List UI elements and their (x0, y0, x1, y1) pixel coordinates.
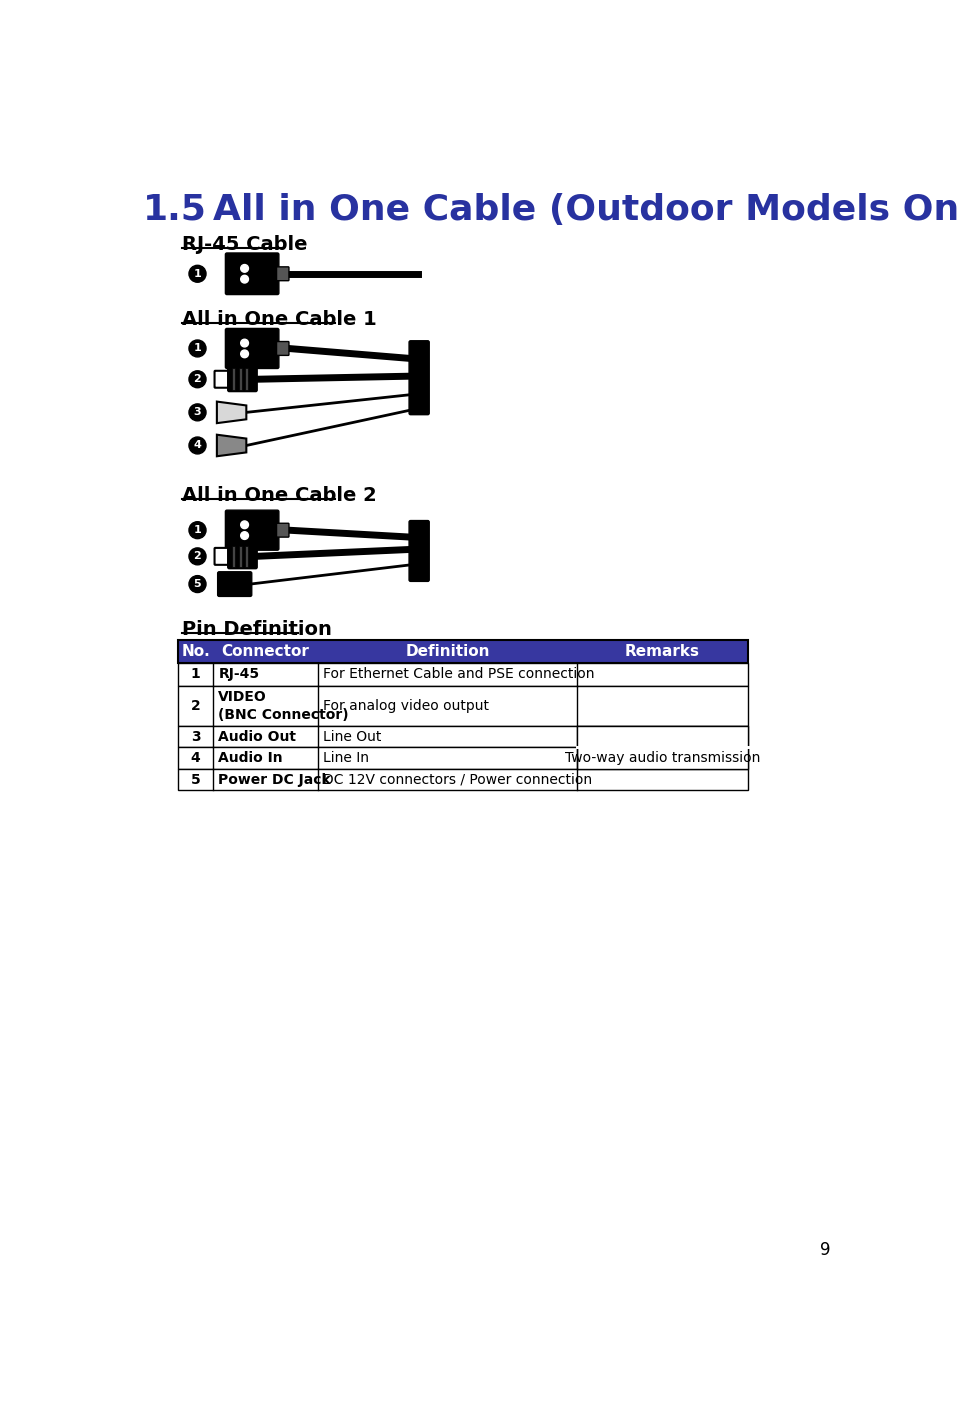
Text: No.: No. (181, 644, 210, 658)
Polygon shape (217, 401, 247, 423)
Text: RJ-45 Cable: RJ-45 Cable (182, 236, 307, 254)
FancyBboxPatch shape (228, 367, 257, 391)
Bar (179, 663, 748, 685)
Bar (179, 747, 748, 768)
Text: For analog video output: For analog video output (324, 698, 489, 713)
Text: Two-way audio transmission: Two-way audio transmission (564, 751, 760, 765)
Circle shape (189, 371, 206, 388)
FancyBboxPatch shape (276, 523, 289, 537)
FancyBboxPatch shape (276, 267, 289, 281)
Circle shape (189, 521, 206, 538)
Bar (179, 640, 748, 663)
Text: 4: 4 (194, 440, 202, 450)
FancyBboxPatch shape (409, 341, 429, 414)
Text: 9: 9 (820, 1241, 830, 1259)
Text: Pin Definition: Pin Definition (182, 620, 332, 640)
FancyBboxPatch shape (409, 521, 429, 581)
Bar (232, 368, 235, 390)
Text: All in One Cable 2: All in One Cable 2 (182, 486, 376, 504)
Text: 2: 2 (191, 698, 201, 713)
Bar (239, 368, 242, 390)
Text: RJ-45: RJ-45 (219, 667, 259, 681)
Text: 4: 4 (191, 751, 201, 765)
Text: 5: 5 (194, 580, 202, 590)
Circle shape (241, 340, 249, 347)
Polygon shape (217, 434, 247, 457)
Circle shape (241, 531, 249, 540)
Text: Audio Out: Audio Out (219, 730, 297, 744)
Text: 1: 1 (194, 268, 202, 278)
FancyBboxPatch shape (228, 544, 257, 568)
Bar (179, 725, 748, 747)
Text: Remarks: Remarks (625, 644, 700, 658)
Text: 2: 2 (194, 551, 202, 561)
FancyBboxPatch shape (214, 371, 230, 388)
Text: VIDEO
(BNC Connector): VIDEO (BNC Connector) (219, 690, 349, 723)
Text: Audio In: Audio In (219, 751, 283, 765)
Bar (245, 545, 248, 567)
Circle shape (189, 437, 206, 454)
Text: Power DC Jack: Power DC Jack (219, 773, 331, 787)
Text: 1.5: 1.5 (143, 193, 207, 227)
Circle shape (189, 340, 206, 357)
Circle shape (241, 521, 249, 528)
Circle shape (241, 264, 249, 273)
Text: All in One Cable (Outdoor Models Only): All in One Cable (Outdoor Models Only) (213, 193, 960, 227)
Text: 1: 1 (194, 526, 202, 536)
Bar (245, 368, 248, 390)
Circle shape (189, 548, 206, 565)
Bar (179, 768, 748, 791)
Bar (577, 725, 748, 768)
Circle shape (189, 404, 206, 421)
FancyBboxPatch shape (226, 328, 278, 368)
Text: 3: 3 (191, 730, 201, 744)
Circle shape (189, 575, 206, 593)
Circle shape (241, 350, 249, 357)
Text: 2: 2 (194, 374, 202, 384)
Text: Line Out: Line Out (324, 730, 381, 744)
Text: 1: 1 (194, 344, 202, 354)
FancyBboxPatch shape (226, 253, 278, 294)
Text: 1: 1 (191, 667, 201, 681)
Bar (239, 545, 242, 567)
Text: Definition: Definition (405, 644, 490, 658)
Text: For Ethernet Cable and PSE connection: For Ethernet Cable and PSE connection (324, 667, 594, 681)
Text: Line In: Line In (324, 751, 369, 765)
Text: All in One Cable 1: All in One Cable 1 (182, 310, 376, 328)
Bar (179, 685, 748, 725)
FancyBboxPatch shape (218, 571, 252, 597)
Text: 3: 3 (194, 407, 202, 417)
Text: Connector: Connector (222, 644, 309, 658)
Circle shape (189, 266, 206, 283)
FancyBboxPatch shape (214, 548, 230, 565)
Circle shape (241, 276, 249, 283)
FancyBboxPatch shape (276, 341, 289, 356)
FancyBboxPatch shape (226, 510, 278, 550)
Bar (232, 545, 235, 567)
Text: DC 12V connectors / Power connection: DC 12V connectors / Power connection (324, 773, 592, 787)
Text: 5: 5 (191, 773, 201, 787)
